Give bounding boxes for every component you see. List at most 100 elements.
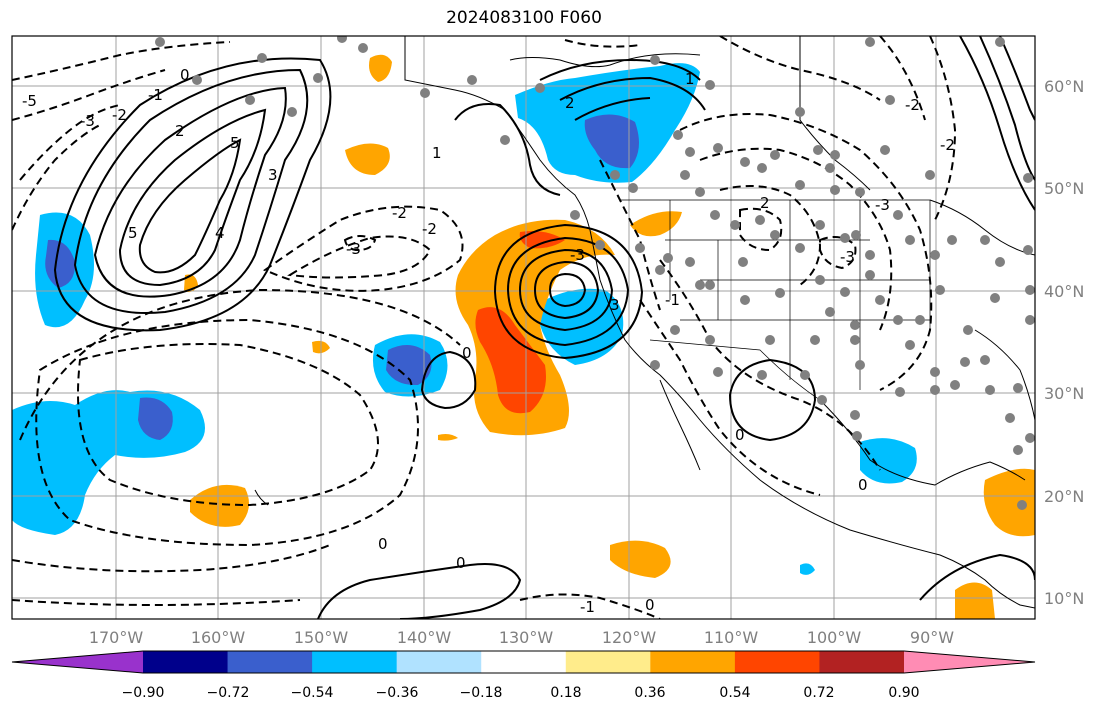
shade-positive-plume — [455, 219, 615, 436]
contour-label: -3 — [570, 246, 585, 264]
lat-label: 40°N — [1044, 282, 1084, 301]
contour-labels: -5 -3 -2 -1 0 5 4 3 2 1 -2 -3 -2 1 2 -3 … — [22, 66, 955, 616]
contour-label: -2 — [905, 96, 920, 114]
lon-label: 90°W — [910, 628, 954, 647]
contour-label: 3 — [268, 166, 278, 184]
contour-label: 3 — [610, 296, 620, 314]
contour-label: 2 — [175, 122, 185, 140]
colorbar-segment — [227, 651, 313, 673]
contour-label: -5 — [22, 92, 37, 110]
shade-negative-west-core — [45, 239, 76, 288]
lat-label: 20°N — [1044, 487, 1084, 506]
shade-positive-n4 — [630, 211, 682, 237]
shade-positive-n7 — [983, 468, 1035, 537]
contour-label: 2 — [565, 94, 575, 112]
colorbar-tick-label: −0.54 — [291, 685, 334, 701]
lon-label: 140°W — [397, 628, 452, 647]
colorbar-segment — [565, 651, 651, 673]
contour-label: -2 — [422, 220, 437, 238]
lon-label: 130°W — [499, 628, 554, 647]
colorbar-extend-min — [12, 651, 143, 673]
shade-positive-plume-top — [519, 231, 565, 249]
colorbar-extend-max — [904, 651, 1035, 673]
map-panel: -5 -3 -2 -1 0 5 4 3 2 1 -2 -3 -2 1 2 -3 … — [11, 35, 1036, 620]
colorbar-ticks: −0.90 −0.72 −0.54 −0.36 −0.18 0.18 0.36 … — [122, 685, 920, 701]
colorbar-segment — [650, 651, 736, 673]
contour-label: 0 — [180, 66, 190, 84]
contour-label: 4 — [215, 224, 225, 242]
contour-label: 0 — [858, 476, 868, 494]
contour-label: -3 — [840, 248, 855, 266]
shade-negative-hawaii-core — [138, 397, 173, 440]
lon-label: 120°W — [602, 628, 657, 647]
colorbar-segment — [312, 651, 398, 673]
colorbar: −0.90 −0.72 −0.54 −0.36 −0.18 0.18 0.36 … — [11, 650, 1036, 701]
contour-label: -1 — [665, 291, 680, 309]
lon-label: 100°W — [807, 628, 862, 647]
shade-positive-plume-core — [475, 307, 546, 414]
colorbar-segment — [396, 651, 482, 673]
contour-label: 0 — [462, 344, 472, 362]
height-contours — [53, 36, 1035, 619]
contour-label: 1 — [432, 144, 442, 162]
shade-positive-n6 — [610, 540, 671, 578]
colorbar-tick-label: −0.36 — [376, 685, 419, 701]
lat-label: 50°N — [1044, 179, 1084, 198]
map-frame — [11, 35, 1036, 620]
colorbar-tick-label: −0.18 — [460, 685, 503, 701]
colorbar-tick-label: 0.18 — [550, 685, 581, 701]
negative-contours — [12, 36, 957, 619]
colorbar-tick-label: −0.72 — [207, 685, 250, 701]
station-markers — [155, 36, 1035, 510]
anomaly-shading — [12, 54, 1035, 619]
shade-negative-small — [800, 563, 815, 575]
longitude-axis: 170°W 160°W 150°W 140°W 130°W 120°W 110°… — [89, 628, 954, 647]
contour-label: -2 — [112, 106, 127, 124]
colorbar-outline — [11, 650, 1036, 674]
latitude-axis: 60°N 50°N 40°N 30°N 20°N 10°N — [1044, 77, 1084, 608]
colorbar-segment — [481, 651, 567, 673]
colorbar-tick-label: 0.36 — [634, 685, 665, 701]
shade-positive-n2 — [345, 143, 390, 175]
lat-lon-grid — [12, 36, 1035, 619]
contour-label: -2 — [940, 136, 955, 154]
colorbar-tick-label: 0.72 — [803, 685, 834, 701]
colorbar-segment — [734, 651, 820, 673]
shade-negative-gulf — [860, 438, 917, 484]
shade-positive-n8 — [955, 582, 995, 619]
lat-label: 10°N — [1044, 589, 1084, 608]
colorbar-tick-label: 0.54 — [719, 685, 750, 701]
contour-label: 5 — [128, 224, 138, 242]
lon-label: 110°W — [704, 628, 759, 647]
contour-label: -1 — [148, 86, 163, 104]
contour-label: 2 — [760, 194, 770, 212]
contour-label: -3 — [346, 240, 361, 258]
lon-label: 150°W — [294, 628, 349, 647]
colorbar-segment — [819, 651, 905, 673]
colorbar-segments — [11, 650, 1036, 674]
map-title: 2024083100 F060 — [446, 8, 602, 28]
contour-label: -1 — [580, 598, 595, 616]
contour-label: 1 — [685, 70, 695, 88]
contour-label: 0 — [645, 596, 655, 614]
contour-label: 0 — [456, 554, 466, 572]
contour-label: -3 — [80, 112, 95, 130]
colorbar-tick-label: −0.90 — [122, 685, 165, 701]
shade-positive-n1 — [369, 54, 392, 82]
shade-positive-n10 — [438, 434, 458, 441]
lon-label: 160°W — [191, 628, 246, 647]
contour-label: 0 — [735, 426, 745, 444]
lon-label: 170°W — [89, 628, 144, 647]
shade-positive-n5 — [190, 484, 249, 527]
colorbar-tick-label: 0.90 — [888, 685, 919, 701]
shade-negative-alaska-core — [584, 114, 639, 169]
lat-label: 30°N — [1044, 384, 1084, 403]
contour-label: 5 — [230, 134, 240, 152]
shade-negative-central-core — [386, 345, 432, 386]
colorbar-segment — [143, 651, 229, 673]
contour-label: -3 — [875, 196, 890, 214]
contour-label: -2 — [392, 204, 407, 222]
lat-label: 60°N — [1044, 77, 1084, 96]
contour-label: 0 — [378, 535, 388, 553]
